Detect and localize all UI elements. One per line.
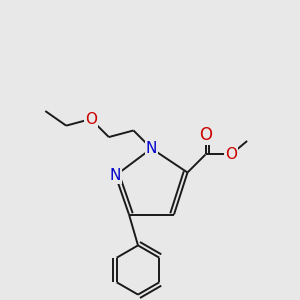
Text: O: O [199,126,212,144]
Text: O: O [225,147,237,162]
Text: O: O [85,112,97,127]
Text: N: N [110,168,121,183]
Text: N: N [146,141,157,156]
